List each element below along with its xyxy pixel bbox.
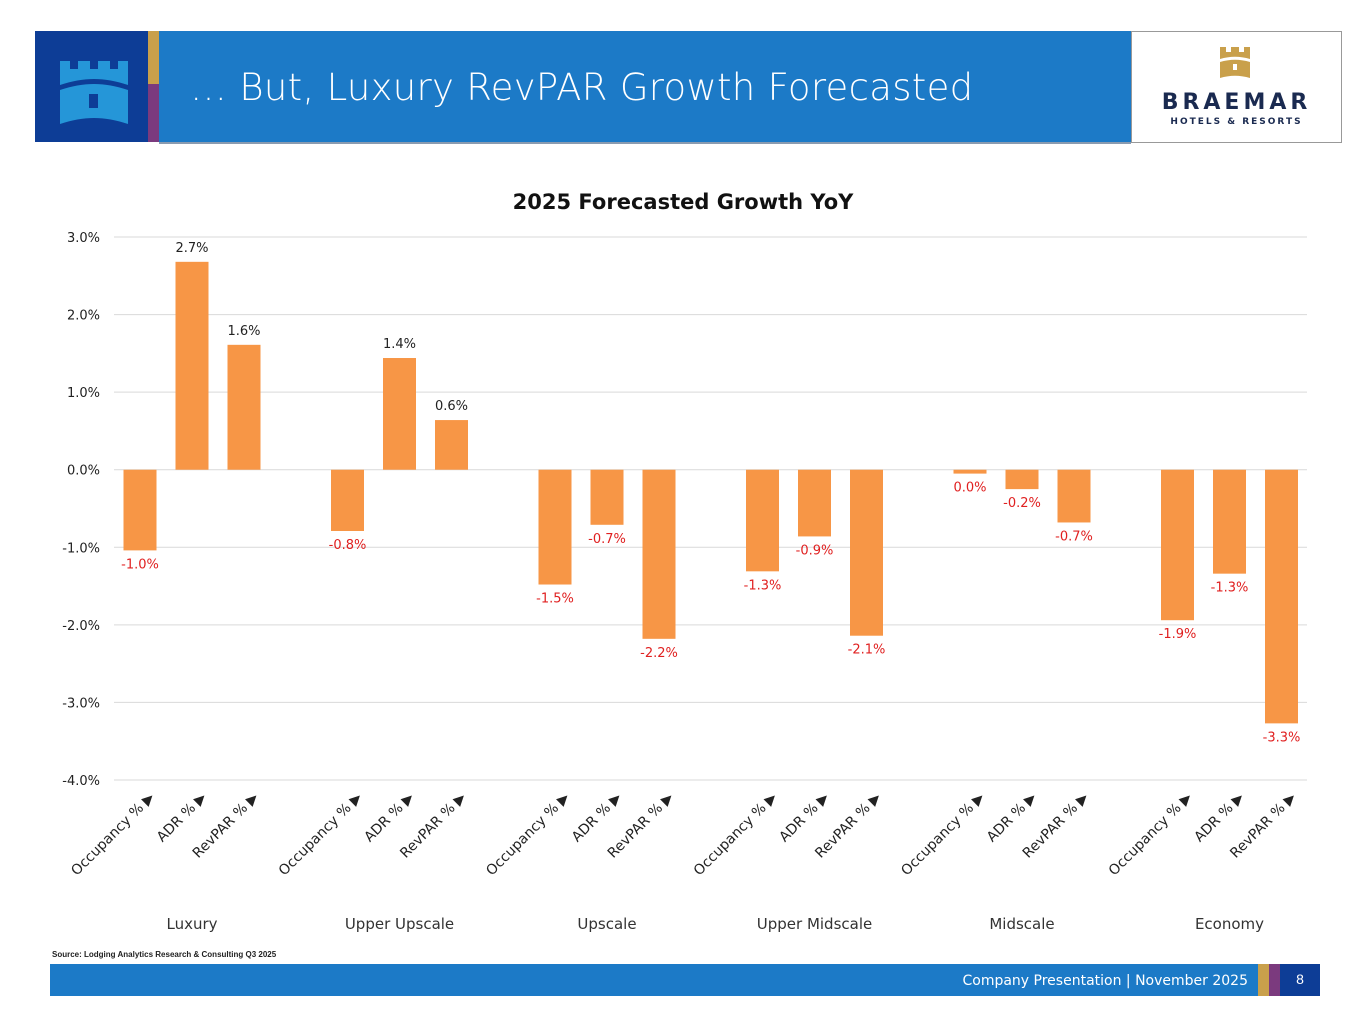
data-label: -3.3% [1263, 730, 1301, 745]
bar [850, 469, 883, 636]
y-tick-label: -4.0% [62, 774, 100, 789]
x-tick-label: ADR % ▶ [361, 789, 417, 845]
y-tick-label: 2.0% [67, 309, 100, 324]
growth-chart: 2025 Forecasted Growth YoY -4.0% -3.0% -2.… [62, 190, 1307, 933]
data-label: 0.0% [953, 481, 986, 496]
bar [798, 469, 831, 537]
data-label: -0.9% [796, 543, 834, 558]
bar [331, 469, 364, 531]
x-tick-label: Occupancy % ▶ [1106, 789, 1196, 879]
data-label: 1.6% [227, 324, 260, 339]
data-label: -0.8% [329, 538, 367, 553]
data-label: -2.2% [640, 646, 678, 661]
data-label: -0.7% [1055, 529, 1093, 544]
braemar-logo: BRAEMAR HOTELS & RESORTS [1131, 31, 1342, 143]
data-label: 0.6% [435, 399, 468, 414]
data-label: 2.7% [175, 241, 208, 256]
data-label: -0.7% [588, 532, 626, 547]
x-tick-label: Occupancy % ▶ [898, 789, 988, 879]
logo-name: BRAEMAR [1161, 90, 1312, 115]
bar [746, 469, 779, 572]
y-tick-label: 3.0% [67, 231, 100, 246]
bar [227, 344, 261, 470]
bar [123, 469, 157, 551]
x-tick-label: ADR % ▶ [569, 789, 625, 845]
x-tick-label: ADR % ▶ [984, 789, 1040, 845]
castle-logo-block [35, 31, 148, 142]
bar [1265, 469, 1298, 724]
group-label: Luxury [166, 915, 217, 933]
x-tick-label: ADR % ▶ [1191, 789, 1247, 845]
data-label: -1.0% [121, 557, 159, 572]
footer-bar: Company Presentation | November 2025 [50, 964, 1258, 996]
bar [953, 469, 987, 474]
bar [1005, 469, 1039, 490]
data-label: 1.4% [383, 337, 416, 352]
data-label: -0.2% [1003, 496, 1041, 511]
bar [538, 469, 572, 585]
bar [1057, 469, 1091, 523]
bar [383, 358, 416, 470]
footer-text: Company Presentation | November 2025 [962, 973, 1248, 989]
group-label: Economy [1195, 915, 1264, 933]
data-label: -1.5% [536, 592, 574, 607]
header-bar [159, 31, 1131, 144]
data-label: -2.1% [848, 643, 886, 658]
y-tick-label: 0.0% [67, 464, 100, 479]
x-tick-label: Occupancy % ▶ [691, 789, 781, 879]
group-label: Upper Upscale [345, 915, 454, 933]
bar [1161, 469, 1194, 621]
bar [1213, 469, 1246, 574]
castle-gold-icon [1220, 47, 1250, 78]
logo-subtitle: HOTELS & RESORTS [1170, 117, 1303, 127]
group-label: Upscale [577, 915, 636, 933]
y-tick-label: -1.0% [62, 541, 100, 556]
y-tick-label: -2.0% [62, 619, 100, 634]
source-note: Source: Lodging Analytics Research & Con… [52, 950, 277, 959]
x-tick-label: ADR % ▶ [776, 789, 832, 845]
chart-title: 2025 Forecasted Growth YoY [513, 190, 854, 214]
x-tick-label: Occupancy % ▶ [68, 789, 158, 879]
bar [642, 469, 676, 639]
data-label: -1.3% [744, 578, 782, 593]
data-label: -1.9% [1159, 627, 1197, 642]
group-label: Midscale [989, 915, 1054, 933]
x-tick-label: Occupancy % ▶ [276, 789, 366, 879]
y-tick-label: 1.0% [67, 386, 100, 401]
bar [175, 261, 209, 470]
x-tick-label: ADR % ▶ [154, 789, 210, 845]
bar [590, 469, 624, 525]
data-label: -1.3% [1211, 581, 1249, 596]
y-tick-label: -3.0% [62, 696, 100, 711]
bar [435, 420, 468, 470]
page-title: … But, Luxury RevPAR Growth Forecasted [190, 66, 974, 109]
castle-icon [60, 61, 128, 124]
group-label: Upper Midscale [757, 915, 872, 933]
page-number: 8 [1280, 964, 1320, 996]
x-tick-label: Occupancy % ▶ [483, 789, 573, 879]
